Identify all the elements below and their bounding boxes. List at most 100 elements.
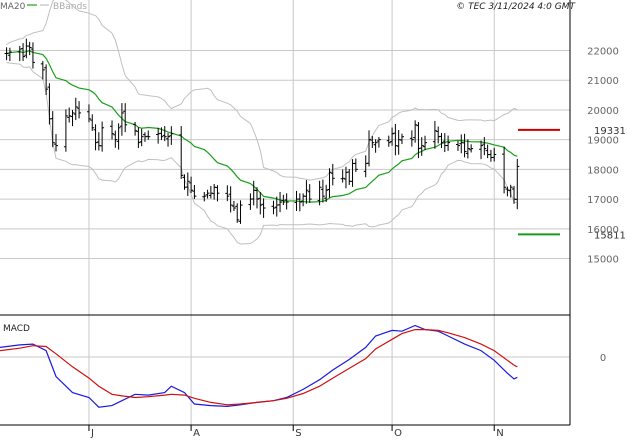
ohlc-bar: [258, 192, 263, 215]
ohlc-bar: [320, 179, 325, 203]
ohlc-bar: [90, 114, 95, 131]
upper-band-line: [6, 0, 518, 181]
ohlc-bar: [327, 168, 332, 198]
x-tick-label: J: [90, 428, 94, 439]
ohlc-bar: [215, 185, 220, 202]
ma20-line: [6, 50, 518, 203]
y-tick-label: 22000: [587, 47, 619, 58]
ohlc-bar: [330, 163, 335, 186]
support-level-label: 15811: [594, 230, 626, 241]
ohlc-bar: [317, 180, 322, 206]
ohlc-bar: [455, 141, 460, 151]
ohlc-bar: [423, 135, 428, 151]
ohlc-bar: [73, 97, 78, 121]
bollinger-bands: [6, 0, 518, 245]
ohlc-bar: [390, 127, 395, 146]
ohlc-bar: [40, 61, 45, 80]
ohlc-bar: [413, 120, 418, 143]
signal-line: [0, 329, 518, 406]
ohlc-bar: [162, 126, 167, 142]
ohlc-bar: [7, 47, 12, 62]
macd-panel-title: MACD: [3, 324, 30, 334]
ohlc-bar: [281, 194, 286, 206]
ohlc-bar: [225, 185, 230, 202]
ohlc-bar: [482, 137, 487, 156]
ohlc-bar: [340, 169, 345, 183]
ohlc-bar: [93, 124, 98, 151]
ohlc-bar: [502, 146, 507, 194]
ohlc-bar: [21, 43, 26, 62]
macd-y-tick-label: 0: [600, 353, 606, 364]
x-tick-label: O: [394, 428, 402, 439]
ohlc-bar: [202, 191, 207, 202]
y-tick-label: 19000: [587, 136, 619, 147]
x-tick-label: S: [295, 428, 301, 439]
ma20-line: [6, 50, 518, 203]
ohlc-bar: [278, 192, 283, 213]
ohlc-bar: [113, 130, 118, 148]
ohlc-bar: [409, 130, 414, 147]
ohlc-bar: [353, 158, 358, 172]
ohlc-bar: [393, 123, 398, 156]
ohlc-bar: [515, 158, 520, 210]
ohlc-bar: [77, 101, 82, 119]
ohlc-bar: [185, 172, 190, 196]
ohlc-bar: [432, 120, 437, 149]
ohlc-bar: [479, 140, 484, 160]
ohlc-bar: [508, 184, 513, 198]
ohlc-bar: [261, 198, 266, 218]
y-tick-label: 21000: [587, 76, 619, 87]
ohlc-bar: [492, 147, 497, 162]
ohlc-bar: [304, 180, 309, 204]
ohlc-bar: [284, 193, 289, 210]
ohlc-bar: [100, 121, 105, 152]
ma20-legend-label: MA20: [0, 2, 26, 12]
ohlc-bar: [146, 130, 151, 140]
x-tick-label: N: [496, 428, 503, 439]
ohlc-bar: [123, 103, 128, 133]
ohlc-bar: [54, 134, 59, 152]
axes: [0, 0, 571, 426]
y-tick-labels: 15000 16000 17000 18000 19000 20000 21000 22000…: [587, 47, 619, 365]
ohlc-bar: [228, 186, 233, 213]
ohlc-bars: [4, 38, 520, 224]
copyright-notice: © TEC 3/11/2024 4:0 GMT: [456, 2, 576, 12]
y-tick-label: 16000: [587, 225, 619, 236]
ohlc-bar: [376, 137, 381, 148]
grid: [0, 0, 570, 425]
ohlc-bar: [386, 135, 391, 147]
ohlc-bar: [116, 123, 121, 150]
ohlc-bar: [119, 103, 124, 136]
ohlc-bar: [254, 187, 259, 209]
ohlc-bar: [189, 176, 194, 193]
ohlc-bar: [27, 41, 32, 56]
ohlc-bar: [4, 47, 9, 61]
ohlc-bar: [235, 203, 240, 223]
ohlc-bar: [166, 133, 171, 147]
ohlc-bar: [205, 189, 210, 199]
ohlc-bar: [231, 200, 236, 211]
ohlc-bar: [139, 128, 144, 147]
ohlc-bar: [439, 133, 444, 149]
ohlc-bar: [50, 111, 55, 148]
ohlc-bar: [446, 135, 451, 151]
ohlc-bar: [30, 42, 35, 69]
ohlc-bar: [370, 135, 375, 149]
ohlc-bar: [169, 126, 174, 145]
ohlc-bar: [462, 133, 467, 158]
ohlc-bar: [86, 104, 91, 123]
resistance-level-label: 19331: [594, 126, 626, 137]
ohlc-bar: [297, 193, 302, 212]
y-tick-label: 17000: [587, 195, 619, 206]
ohlc-bar: [67, 107, 72, 123]
ohlc-bar: [469, 144, 474, 153]
lower-band-line: [6, 61, 518, 245]
ohlc-bar: [136, 127, 141, 149]
ohlc-bar: [179, 126, 184, 180]
ohlc-bar: [110, 120, 115, 140]
ohlc-bar: [238, 200, 243, 224]
ohlc-bar: [159, 127, 164, 141]
